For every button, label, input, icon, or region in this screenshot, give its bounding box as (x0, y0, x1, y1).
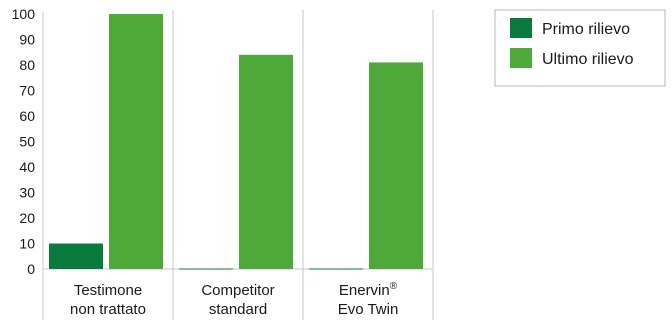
category-separators (42, 10, 434, 320)
x-category-label: non trattato (70, 301, 146, 318)
y-tick-label: 60 (19, 108, 35, 124)
x-axis-labels: Testimone non trattato Competitor standard E… (70, 281, 398, 318)
bar-ultimo-rilievo (109, 14, 163, 269)
legend-swatch (510, 18, 532, 38)
y-tick-label: 100 (12, 6, 36, 22)
y-tick-label: 40 (19, 159, 35, 175)
y-tick-label: 80 (19, 57, 35, 73)
x-category-label: Enervin® (339, 281, 398, 299)
x-category-label: Testimone (74, 282, 142, 299)
legend: Primo rilievo Ultimo rilievo (494, 9, 666, 87)
x-category-label: standard (209, 301, 267, 318)
y-tick-label: 30 (19, 185, 35, 201)
legend-box (494, 9, 666, 87)
y-tick-label: 70 (19, 83, 35, 99)
y-axis: 0 10 20 30 40 50 60 70 80 90 100 (12, 6, 36, 277)
bar-ultimo-rilievo (369, 62, 423, 270)
legend-swatch (510, 48, 532, 68)
bar-primo-rilievo (49, 243, 103, 269)
y-tick-label: 20 (19, 210, 35, 226)
legend-label: Ultimo rilievo (542, 51, 634, 68)
y-tick-label: 50 (19, 134, 35, 150)
bar-ultimo-rilievo (239, 54, 293, 269)
x-category-label: Evo Twin (338, 301, 399, 318)
x-category-label: Competitor (201, 282, 274, 299)
y-tick-label: 0 (27, 261, 35, 277)
legend-label: Primo rilievo (542, 21, 630, 38)
y-tick-label: 10 (19, 236, 35, 252)
y-tick-label: 90 (19, 32, 35, 48)
bars (49, 14, 423, 270)
